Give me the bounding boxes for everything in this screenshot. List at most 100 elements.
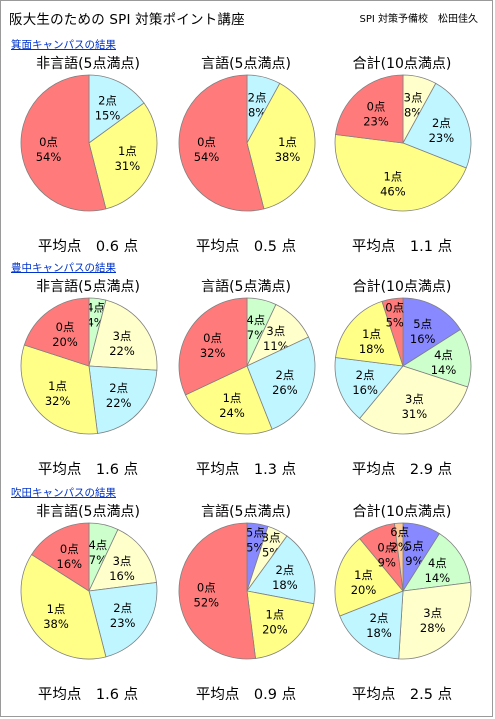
chart-title: 言語(5点満点) [201, 279, 291, 295]
slice-label: 2点 22% [106, 381, 132, 410]
pie-slice-3点 [398, 582, 472, 660]
campus-section-label[interactable]: 豊中キャンパスの結果 [11, 262, 116, 274]
slice-label: 2点 23% [110, 601, 136, 630]
slice-label: 1点 32% [45, 379, 71, 408]
pie-slice-3点 [359, 365, 469, 435]
slice-label: 4点 14% [425, 556, 451, 585]
chart-title: 合計(10点満点) [352, 56, 452, 72]
chart-title: 合計(10点満点) [352, 279, 452, 295]
slice-label: 3点 22% [109, 329, 135, 358]
chart-panel: 合計(10点満点) 5点 9% 4点 14% 3点 28% 2点 18% 1点 20% 0点 9% 6点 2… [327, 501, 477, 709]
chart-title: 言語(5点満点) [201, 504, 291, 520]
pie-chart: 3点 8%2点 23%1点 46%0点 23% [334, 74, 472, 212]
slice-label: 1点 24% [219, 391, 245, 420]
pie-slice-1点 [334, 134, 467, 212]
slice-label: 6点 2% [390, 525, 409, 554]
slice-label: 2点 15% [95, 94, 121, 123]
chart-panel: 言語(5点満点) 4点 7% 3点 11% 2点 26% 1点 24% 0点 32% 平均点 1.3 … [171, 276, 321, 484]
chart-title: 非言語(5点満点) [36, 504, 140, 520]
slice-label: 1点 20% [262, 608, 288, 637]
slice-label: 0点 23% [363, 99, 389, 128]
pie-slice-2点 [88, 365, 158, 434]
pie-slice-4点 [402, 329, 472, 388]
average-score: 平均点 0.5 点 [195, 239, 297, 255]
average-score: 平均点 2.5 点 [351, 687, 453, 703]
slice-label: 0点 9% [377, 541, 396, 570]
pie-slice-2点 [402, 82, 472, 169]
pie-chart: 5点 16%4点 14%3点 31% 2点 16% 1点 18%0点 5% [334, 297, 472, 435]
pie-slice-2点 [246, 336, 316, 430]
pie-slice-3点 [88, 299, 158, 371]
slice-label: 5点 9% [405, 539, 424, 568]
pie-chart: 4点 7% 3点 11%2点 26%1点 24%0点 32% [178, 297, 316, 435]
average-score: 平均点 2.9 点 [351, 462, 453, 478]
pie-chart: 5点 9% 4点 14% 3点 28% 2点 18% 1点 20%0点 9%6点 2% [334, 522, 472, 660]
slice-label: 2点 18% [272, 563, 298, 592]
slice-label: 0点 16% [57, 542, 83, 571]
campus-section: 吹田キャンパスの結果 非言語(5点満点) 4点 7% 3点 16% 2点 23% 1点 38% 0点… [1, 485, 492, 709]
pie-slice-1点 [246, 82, 316, 210]
slice-label: 3点 31% [402, 392, 428, 421]
pie-slice-1点 [20, 554, 107, 660]
pie-slice-1点 [335, 300, 404, 367]
slice-label: 2点 16% [352, 368, 378, 397]
chart-panel: 合計(10点満点) 3点 8% 2点 23% 1点 46% 0点 23% 平均点 1.1 点 [327, 53, 477, 261]
pie-slice-1点 [334, 538, 404, 617]
chart-panel: 非言語(5点満点) 4点 4% 3点 22% 2点 22% 1点 32% 0点 20% 平均点 1.6… [13, 276, 163, 484]
pie-slice-1点 [184, 365, 273, 435]
slice-label: 0点 20% [52, 320, 78, 349]
chart-panel: 非言語(5点満点) 4点 7% 3点 16% 2点 23% 1点 38% 0点 16% 平均点 1.6… [13, 501, 163, 709]
average-score: 平均点 1.6 点 [37, 687, 139, 703]
chart-panel: 合計(10点満点) 5点 16% 4点 14% 3点 31% 2点 16% 1点 18% 0点 5% 平均… [327, 276, 477, 484]
pie-slice-0点 [178, 297, 248, 396]
pie-slice-0点 [178, 522, 256, 660]
pie-slice-4点 [402, 533, 471, 592]
campus-section-label[interactable]: 吹田キャンパスの結果 [11, 487, 116, 499]
pie-slice-0点 [23, 297, 90, 367]
slice-label: 1点 38% [275, 135, 301, 164]
average-score: 平均点 1.3 点 [195, 462, 297, 478]
slice-label: 1点 38% [43, 602, 69, 631]
pie-slice-2点 [246, 535, 316, 605]
slice-label: 2点 26% [272, 368, 298, 397]
pie-slice-1点 [20, 344, 98, 435]
chart-title: 非言語(5点満点) [36, 279, 140, 295]
average-score: 平均点 1.1 点 [351, 239, 453, 255]
average-score: 平均点 0.6 点 [37, 239, 139, 255]
author-credit: SPI 対策予備校 松田佳久 [359, 14, 478, 25]
chart-panel: 言語(5点満点) 5点 5% 3点 5% 2点 18% 1点 20% 0点 52% 平均点 0.9 点 [171, 501, 321, 709]
pie-slice-6点 [394, 522, 404, 592]
chart-title: 非言語(5点満点) [36, 56, 140, 72]
pie-chart: 4点 7% 3点 16%2点 23%1点 38%0点 16% [20, 522, 158, 660]
average-score: 平均点 1.6 点 [37, 462, 139, 478]
pie-chart: 4点 4%3点 22%2点 22%1点 32%0点 20% [20, 297, 158, 435]
slice-label: 0点 32% [200, 331, 226, 360]
pie-slice-2点 [334, 357, 404, 419]
chart-panel: 言語(5点満点) 2点 8% 1点 38% 0点 54% 平均点 0.5 点 [171, 53, 321, 261]
page-title: 阪大生のための SPI 対策ポイント講座 [9, 12, 245, 28]
chart-title: 合計(10点満点) [352, 504, 452, 520]
slice-label: 1点 31% [115, 144, 141, 173]
slice-label: 2点 18% [366, 611, 392, 640]
pie-slice-2点 [88, 74, 145, 144]
pie-slice-0点 [381, 297, 404, 367]
campus-section: 豊中キャンパスの結果 非言語(5点満点) 4点 4% 3点 22% 2点 22% 1点 32% 0点… [1, 260, 492, 484]
chart-title: 言語(5点満点) [201, 56, 291, 72]
pie-slice-5点 [402, 297, 461, 367]
pie-slice-0点 [31, 522, 90, 592]
page-header: 阪大生のための SPI 対策ポイント講座 SPI 対策予備校 松田佳久 [9, 8, 484, 28]
slice-label: 1点 18% [359, 327, 385, 356]
campus-section-label[interactable]: 箕面キャンパスの結果 [11, 39, 116, 51]
slice-label: 0点 54% [194, 135, 220, 164]
pie-slice-0点 [20, 74, 107, 212]
pie-chart: 2点 8%1点 38%0点 54% [178, 74, 316, 212]
pie-chart: 2点 15% 1点 31% 0点 54% [20, 74, 158, 212]
slice-label: 1点 46% [380, 170, 406, 199]
pie-slice-2点 [339, 590, 404, 660]
pie-slice-0点 [335, 74, 404, 144]
slice-label: 2点 23% [429, 116, 455, 145]
slice-label: 3点 28% [420, 606, 446, 635]
slice-label: 3点 16% [109, 554, 135, 583]
pie-slice-3点 [88, 528, 157, 592]
